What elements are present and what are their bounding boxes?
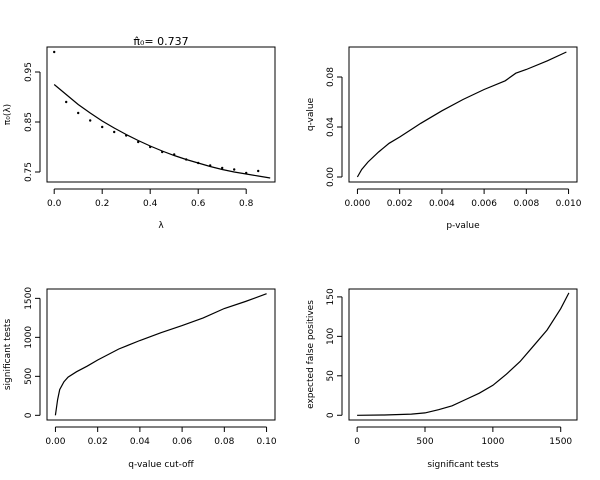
panel-1: 0.0 0.2 0.4 0.6 0.8 0.75 0.85 0.95 λ π₀(λ) π̂₀= 0.… <box>3 35 276 231</box>
x-axis: 0.000 0.002 0.004 0.006 0.008 0.010 <box>345 188 582 209</box>
plot-frame <box>46 288 276 421</box>
y-tick-label: 50 <box>326 370 336 382</box>
data-point <box>65 100 68 104</box>
y-axis-label: significant tests <box>3 319 13 391</box>
x-tick-label: 0.2 <box>95 199 109 209</box>
y-axis: 0 500 1000 1500 <box>24 287 41 418</box>
y-tick-label: 0.75 <box>24 162 34 182</box>
x-tick-label: 1000 <box>481 437 504 447</box>
y-tick-label: 1500 <box>24 287 34 310</box>
x-axis-label: λ <box>158 221 164 231</box>
x-tick-label: 0.8 <box>239 199 254 209</box>
x-tick-label: 0.008 <box>513 199 539 209</box>
x-axis: 0.0 0.2 0.4 0.6 0.8 <box>47 188 254 209</box>
x-axis-label: q-value cut-off <box>128 460 194 470</box>
x-tick-label: 0.004 <box>429 199 455 209</box>
data-point <box>233 168 236 171</box>
y-axis-label: π₀(λ) <box>3 104 13 125</box>
y-tick-label: 0.95 <box>24 62 34 82</box>
y-tick-label: 0.85 <box>24 112 34 132</box>
x-tick-label: 0.6 <box>191 199 206 209</box>
x-tick-label: 0.04 <box>130 437 150 447</box>
x-tick-label: 1500 <box>549 437 572 447</box>
x-axis-label: significant tests <box>427 460 499 470</box>
y-tick-label: 500 <box>24 367 34 384</box>
data-point <box>101 125 104 129</box>
x-tick-label: 0.4 <box>143 199 158 209</box>
panel-2: 0.000 0.002 0.004 0.006 0.008 0.0100.000.040.… <box>306 46 582 231</box>
data-point <box>77 111 80 115</box>
series-line <box>357 292 570 416</box>
series-line <box>54 293 267 416</box>
data-point <box>221 166 224 170</box>
x-tick-label: 0 <box>354 437 360 447</box>
x-tick-label: 0.02 <box>88 437 108 447</box>
chart-title: π̂₀= 0.737 <box>133 35 188 48</box>
data-point <box>257 169 260 173</box>
x-tick-label: 0.010 <box>556 199 582 209</box>
x-tick-label: 500 <box>416 437 433 447</box>
y-axis-label: expected false positives <box>306 300 316 409</box>
y-tick-label: 100 <box>326 327 336 344</box>
x-tick-label: 0.006 <box>471 199 497 209</box>
y-tick-label: 150 <box>326 288 336 305</box>
x-tick-label: 0.06 <box>172 437 192 447</box>
x-axis: 0.00 0.02 0.04 0.06 0.08 0.10 <box>45 426 277 447</box>
x-tick-label: 0.0 <box>47 199 62 209</box>
y-tick-label: 0 <box>326 412 336 418</box>
data-point <box>53 50 56 54</box>
y-axis: 0 50 100 150 <box>326 288 343 418</box>
x-tick-label: 0.10 <box>257 437 277 447</box>
data-point <box>113 130 116 134</box>
fit-curve <box>53 84 271 179</box>
y-tick-label: 0 <box>24 412 34 418</box>
series-line <box>356 51 567 178</box>
x-axis-label: p-value <box>446 221 480 231</box>
plot-frame <box>348 288 578 421</box>
x-tick-label: 0.00 <box>45 437 65 447</box>
plot-frame <box>46 46 276 183</box>
y-tick-label: 0.00 <box>326 167 336 187</box>
panel-4: 0 500 1000 1500 0 50 100 150 significant tests ex… <box>306 288 578 470</box>
x-tick-label: 0.08 <box>214 437 234 447</box>
y-tick-label: 0.04 <box>326 117 336 137</box>
data-point <box>89 119 92 122</box>
y-axis-label: q-value <box>306 97 316 131</box>
panel-3: 0.00 0.02 0.04 0.06 0.08 0.10 0 500 1000 1500 q-va… <box>3 287 277 470</box>
x-axis: 0 500 1000 1500 <box>354 426 572 447</box>
y-tick-label: 1000 <box>24 326 34 349</box>
y-axis: 0.00 0.04 0.08 <box>326 67 343 187</box>
x-tick-label: 0.000 <box>345 199 371 209</box>
y-axis: 0.75 0.85 0.95 <box>24 62 41 182</box>
x-tick-label: 0.002 <box>387 199 413 209</box>
y-tick-label: 0.08 <box>326 67 336 87</box>
plot-frame <box>348 46 578 183</box>
